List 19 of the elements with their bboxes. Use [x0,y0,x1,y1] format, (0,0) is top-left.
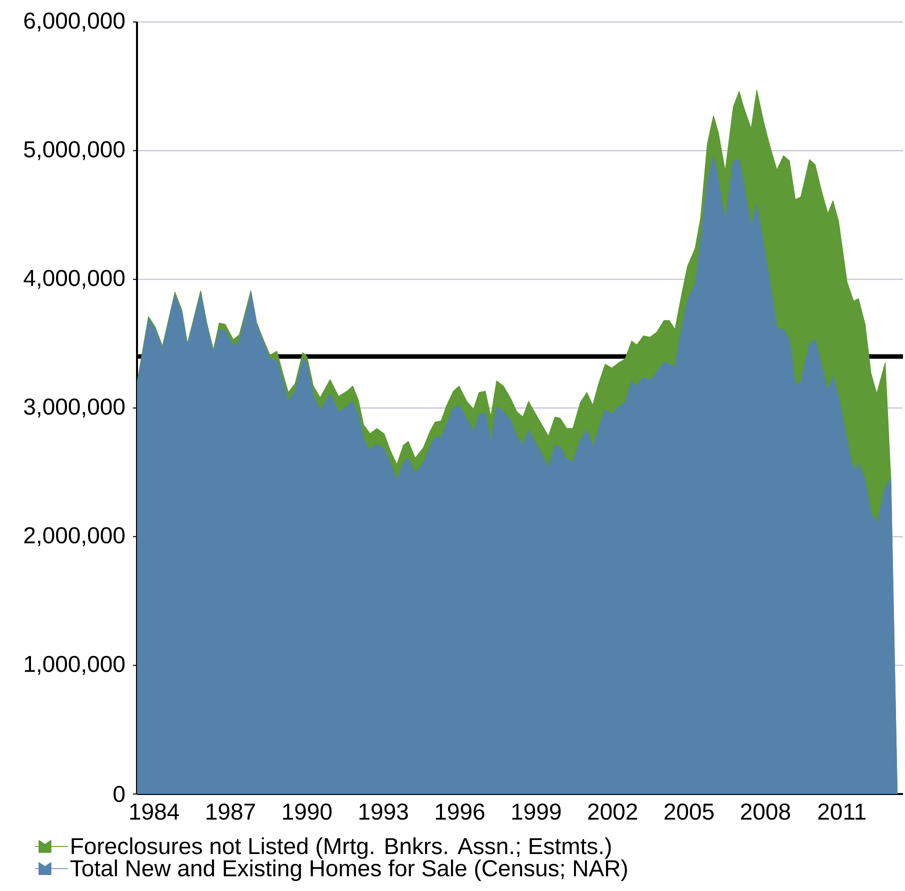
y-tick-label: 0 [114,786,125,802]
y-tick-label: 5,000,000 [24,141,125,160]
y-tick-label: 6,000,000 [24,12,125,32]
legend-label: Total New and Existing Homes for Sale (Census; NAR) [70,860,627,881]
x-tick-label: 1984 [130,804,179,820]
y-tick-label: 3,000,000 [24,398,125,418]
y-tick-label: 4,000,000 [24,270,125,289]
y-tick-label: 2,000,000 [24,527,125,546]
x-tick-label: 2005 [664,804,714,820]
x-tick-label: 2002 [588,804,638,820]
x-tick-label: 2011 [818,804,866,820]
x-tick-label: 1993 [360,804,408,820]
x-tick-label: 1990 [283,804,332,820]
x-tick-label: 1987 [206,804,255,820]
legend-label: Foreclosures not Listed (Mrtg. Bnkrs. Assn.; Estmts.) [72,837,611,859]
x-tick-label: 1999 [512,804,561,820]
x-tick-label: 1996 [436,804,484,820]
y-tick-label: 1,000,000 [24,656,125,675]
x-tick-label: 2008 [741,804,790,820]
